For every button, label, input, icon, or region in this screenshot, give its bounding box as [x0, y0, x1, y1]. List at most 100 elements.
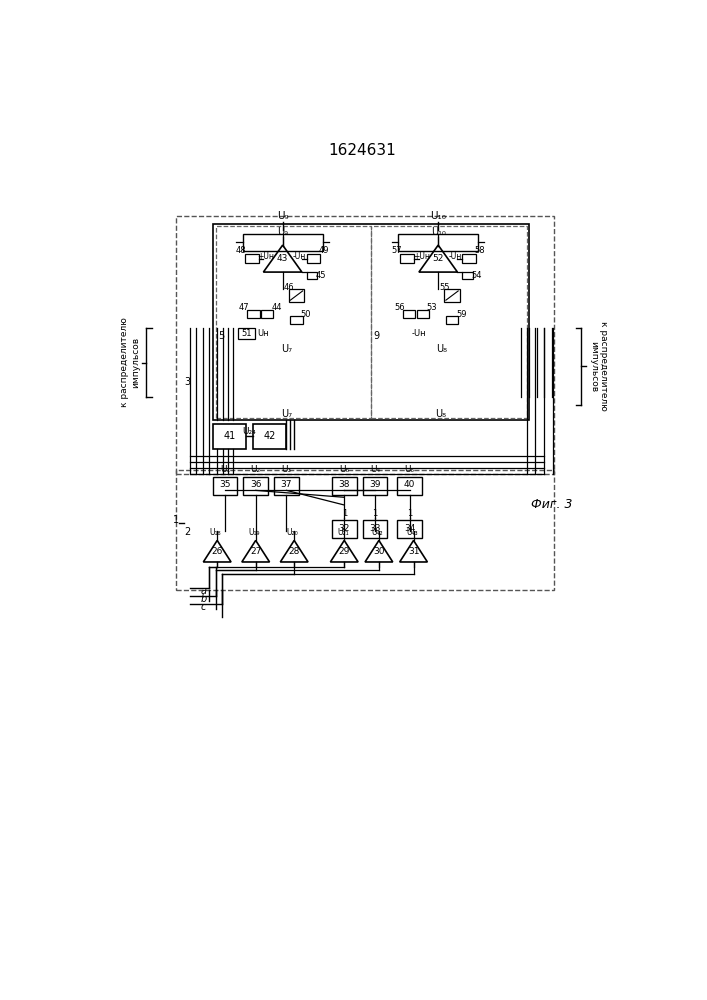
Bar — [176, 216, 554, 474]
Text: 56: 56 — [395, 303, 405, 312]
Text: U₂₄: U₂₄ — [243, 427, 257, 436]
Text: 29: 29 — [339, 547, 350, 556]
Text: 52: 52 — [433, 254, 444, 263]
Bar — [398, 234, 478, 251]
Bar — [243, 234, 322, 251]
Text: 31: 31 — [408, 547, 419, 556]
Bar — [176, 470, 554, 590]
Bar — [397, 520, 422, 538]
Text: 45: 45 — [316, 271, 327, 280]
Text: Фиг. 3: Фиг. 3 — [532, 498, 573, 512]
Text: 50: 50 — [300, 310, 311, 319]
Bar — [446, 316, 458, 324]
Bar — [243, 477, 268, 495]
Bar — [371, 226, 527, 418]
Text: к распределителю
импульсов: к распределителю импульсов — [120, 318, 140, 407]
Bar — [247, 310, 259, 318]
Text: -Uн: -Uн — [448, 252, 462, 261]
Text: 39: 39 — [369, 480, 381, 489]
Text: 28: 28 — [288, 547, 300, 556]
Text: 44: 44 — [271, 303, 281, 312]
Text: U₆: U₆ — [339, 465, 349, 474]
Text: 34: 34 — [404, 524, 416, 533]
Text: b: b — [200, 594, 206, 604]
Bar — [291, 316, 303, 324]
Text: 27: 27 — [250, 547, 262, 556]
Text: U₇: U₇ — [281, 344, 292, 354]
Text: 30: 30 — [373, 547, 385, 556]
Text: 32: 32 — [339, 524, 350, 533]
Text: 33: 33 — [369, 524, 381, 533]
Text: U₅: U₅ — [404, 465, 415, 474]
Bar — [462, 254, 476, 263]
Text: U₇: U₇ — [281, 409, 292, 419]
Bar — [213, 477, 238, 495]
Text: 1624631: 1624631 — [328, 143, 396, 158]
Bar — [288, 289, 304, 302]
Bar — [363, 477, 387, 495]
Text: U₂₁: U₂₁ — [337, 528, 349, 537]
Text: a: a — [200, 586, 206, 596]
Text: 55: 55 — [439, 283, 450, 292]
Text: +Uн: +Uн — [257, 252, 274, 261]
Text: U₂: U₂ — [250, 465, 261, 474]
Text: U₈: U₈ — [435, 409, 446, 419]
Text: U₁₉: U₁₉ — [248, 528, 260, 537]
Text: к распределителю
импульсов: к распределителю импульсов — [589, 321, 608, 411]
Text: U₈: U₈ — [436, 344, 448, 354]
Text: U₁: U₁ — [220, 465, 230, 474]
Text: 58: 58 — [474, 246, 485, 255]
Text: U₉: U₉ — [278, 211, 289, 221]
Bar — [332, 520, 356, 538]
Bar — [332, 477, 356, 495]
Text: U₃: U₃ — [281, 465, 291, 474]
Text: 5: 5 — [218, 331, 224, 341]
Text: 35: 35 — [219, 480, 230, 489]
Bar — [274, 477, 299, 495]
Text: 42: 42 — [264, 431, 276, 441]
Text: U₂₀: U₂₀ — [287, 528, 298, 537]
Text: 41: 41 — [223, 431, 235, 441]
Text: U₄₃: U₄₃ — [407, 528, 418, 537]
Text: 51: 51 — [241, 329, 252, 338]
Text: 46: 46 — [284, 283, 294, 292]
Bar — [416, 310, 429, 318]
Bar — [307, 272, 317, 279]
Bar — [400, 254, 414, 263]
Bar — [214, 224, 529, 420]
Text: Uн: Uн — [257, 329, 269, 338]
Text: 47: 47 — [239, 303, 250, 312]
Text: 1: 1 — [373, 509, 378, 518]
Text: U₉: U₉ — [277, 227, 288, 237]
Bar — [261, 310, 274, 318]
Bar — [214, 424, 246, 449]
Text: U₁₀: U₁₀ — [431, 227, 445, 237]
Text: 9: 9 — [373, 331, 380, 341]
Bar — [462, 272, 473, 279]
Text: U₁₈: U₁₈ — [210, 528, 221, 537]
Text: 37: 37 — [281, 480, 292, 489]
Text: 38: 38 — [339, 480, 350, 489]
Text: 40: 40 — [404, 480, 416, 489]
Text: 36: 36 — [250, 480, 262, 489]
Text: +Uн: +Uн — [413, 252, 430, 261]
Text: U₁₀: U₁₀ — [430, 211, 446, 221]
Text: 48: 48 — [235, 246, 246, 255]
Text: -Uн: -Uн — [411, 329, 426, 338]
Bar — [307, 254, 320, 263]
Text: 59: 59 — [456, 310, 467, 319]
Text: 53: 53 — [427, 303, 438, 312]
Text: 1: 1 — [173, 515, 180, 525]
Text: 26: 26 — [211, 547, 223, 556]
Bar — [216, 226, 371, 418]
Text: -Uн: -Uн — [293, 252, 306, 261]
Text: 57: 57 — [391, 246, 402, 255]
Text: 54: 54 — [472, 271, 482, 280]
Bar — [403, 310, 415, 318]
Bar — [245, 254, 259, 263]
Bar — [238, 328, 255, 339]
Text: 2: 2 — [184, 527, 190, 537]
Text: 49: 49 — [319, 246, 329, 255]
Text: 1: 1 — [407, 509, 412, 518]
Text: 3: 3 — [184, 377, 190, 387]
